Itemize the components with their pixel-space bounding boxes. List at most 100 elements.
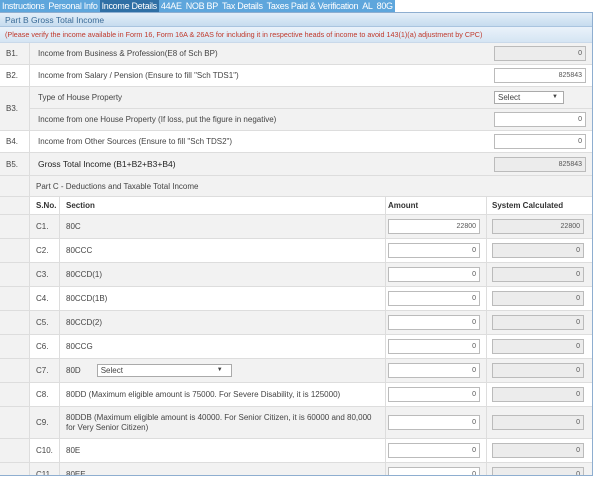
section-cell: 80E <box>60 439 386 462</box>
system-calculated-field: 0 <box>492 243 584 258</box>
section-name: 80D <box>66 365 81 375</box>
col-system-calculated: System Calculated <box>492 201 564 210</box>
row-number: C1. <box>30 215 60 238</box>
b2-salary-input[interactable]: 825843 <box>494 68 586 83</box>
tab-income-details[interactable]: Income Details <box>99 0 159 12</box>
table-row: C9. 80DDB (Maximum eligible amount is 400… <box>0 407 592 439</box>
tab-taxes-paid-verification[interactable]: Taxes Paid & Verification <box>266 1 359 11</box>
row-number: C10. <box>30 439 60 462</box>
b4-other-sources-input[interactable]: 0 <box>494 134 586 149</box>
amount-input[interactable]: 0 <box>388 415 480 430</box>
row-number: C6. <box>30 335 60 358</box>
row-number: B3. <box>0 87 30 130</box>
tab-al[interactable]: AL <box>362 1 373 11</box>
row-b3: B3. Type of House Property Select ▼ Incom… <box>0 87 592 131</box>
row-number: B1. <box>0 43 30 64</box>
section-cell: 80DD (Maximum eligible amount is 75000. … <box>60 383 386 406</box>
row-number: C5. <box>30 311 60 334</box>
row-number: C4. <box>30 287 60 310</box>
section-cell: 80EE <box>60 463 386 476</box>
section-name: 80E <box>66 445 81 455</box>
section-name: 80CCD(1) <box>66 269 103 279</box>
b1-income-business-field: 0 <box>494 46 586 61</box>
80d-select[interactable]: Select ▼ <box>96 364 232 377</box>
row-number: C8. <box>30 383 60 406</box>
section-cell: 80CCD(1) <box>60 263 386 286</box>
amount-input[interactable]: 0 <box>388 315 480 330</box>
table-row: C4. 80CCD(1B) 0 0 <box>0 287 592 311</box>
section-cell: 80CCD(2) <box>60 311 386 334</box>
section-cell: 80C <box>60 215 386 238</box>
row-number: B5. <box>0 153 30 175</box>
row-number: B2. <box>0 65 30 86</box>
table-row: C1. 80C 22800 22800 <box>0 215 592 239</box>
amount-input[interactable]: 22800 <box>388 219 480 234</box>
row-number: C7. <box>30 359 60 382</box>
row-number: C3. <box>30 263 60 286</box>
tab-bar: Instructions Personal Info Income Details 4… <box>0 0 395 12</box>
row-b4: B4. Income from Other Sources (Ensure to… <box>0 131 592 153</box>
system-calculated-field: 0 <box>492 315 584 330</box>
table-row: C2. 80CCC 0 0 <box>0 239 592 263</box>
part-c-header: Part C - Deductions and Taxable Total In… <box>0 176 592 197</box>
amount-input[interactable]: 0 <box>388 291 480 306</box>
system-calculated-field: 22800 <box>492 219 584 234</box>
section-name: 80C <box>66 221 81 231</box>
amount-input[interactable]: 0 <box>388 339 480 354</box>
section-cell: 80DDB (Maximum eligible amount is 40000.… <box>60 407 386 438</box>
dropdown-arrow-icon: ▼ <box>216 367 223 373</box>
row-label: Income from Salary / Pension (Ensure to … <box>38 71 239 80</box>
system-calculated-field: 0 <box>492 363 584 378</box>
tab-personal-info[interactable]: Personal Info <box>48 1 98 11</box>
amount-input[interactable]: 0 <box>388 363 480 378</box>
system-calculated-field: 0 <box>492 267 584 282</box>
section-cell: 80CCG <box>60 335 386 358</box>
amount-input[interactable]: 0 <box>388 267 480 282</box>
table-row: C3. 80CCD(1) 0 0 <box>0 263 592 287</box>
col-section: Section <box>60 197 386 214</box>
b5-gross-total-field: 825843 <box>494 156 586 172</box>
row-b5: B5. Gross Total Income (B1+B2+B3+B4) 825… <box>0 153 592 176</box>
income-details-panel: Part B Gross Total Income (Please verify… <box>0 12 593 476</box>
row-b2: B2. Income from Salary / Pension (Ensure… <box>0 65 592 87</box>
section-cell: 80CCC <box>60 239 386 262</box>
table-row: C7. 80D Select ▼ 0 0 <box>0 359 592 383</box>
tab-instructions[interactable]: Instructions <box>2 1 45 11</box>
section-name: 80CCC <box>66 245 93 255</box>
row-number: C2. <box>30 239 60 262</box>
tab-44ae[interactable]: 44AE <box>160 1 182 11</box>
section-name: 80EE <box>66 469 86 476</box>
tab-nob-bp[interactable]: NOB BP <box>185 1 219 11</box>
select-value: Select <box>498 93 521 102</box>
b3-house-property-input[interactable]: 0 <box>494 112 586 127</box>
col-sno: S.No. <box>30 197 60 214</box>
system-calculated-field: 0 <box>492 339 584 354</box>
section-name: 80DDB (Maximum eligible amount is 40000.… <box>66 412 372 432</box>
part-c-title: Part C - Deductions and Taxable Total In… <box>36 181 199 191</box>
house-property-type-select[interactable]: Select ▼ <box>494 91 564 104</box>
section-cell: 80CCD(1B) <box>60 287 386 310</box>
table-row: C6. 80CCG 0 0 <box>0 335 592 359</box>
table-row: C11. 80EE 0 0 <box>0 463 592 476</box>
row-number: C11. <box>30 463 60 475</box>
verify-notice: (Please verify the income available in F… <box>0 27 592 43</box>
section-name: 80CCD(1B) <box>66 293 108 303</box>
row-b1: B1. Income from Business & Profession(E8… <box>0 43 592 65</box>
system-calculated-field: 0 <box>492 291 584 306</box>
section-name: 80CCD(2) <box>66 317 103 327</box>
amount-input[interactable]: 0 <box>388 387 480 402</box>
system-calculated-field: 0 <box>492 443 584 458</box>
tab-tax-details[interactable]: Tax Details <box>221 1 263 11</box>
amount-input[interactable]: 0 <box>388 467 480 475</box>
row-label: Income from Other Sources (Ensure to fil… <box>38 137 233 146</box>
amount-input[interactable]: 0 <box>388 443 480 458</box>
row-label: Income from one House Property (If loss,… <box>38 115 277 124</box>
amount-input[interactable]: 0 <box>388 243 480 258</box>
row-label: Income from Business & Profession(E8 of … <box>38 49 218 58</box>
dropdown-arrow-icon: ▼ <box>552 94 558 100</box>
tab-80g[interactable]: 80G <box>376 1 393 11</box>
table-row: C10. 80E 0 0 <box>0 439 592 463</box>
system-calculated-field: 0 <box>492 415 584 430</box>
system-calculated-field: 0 <box>492 467 584 475</box>
row-number: B4. <box>0 131 30 152</box>
